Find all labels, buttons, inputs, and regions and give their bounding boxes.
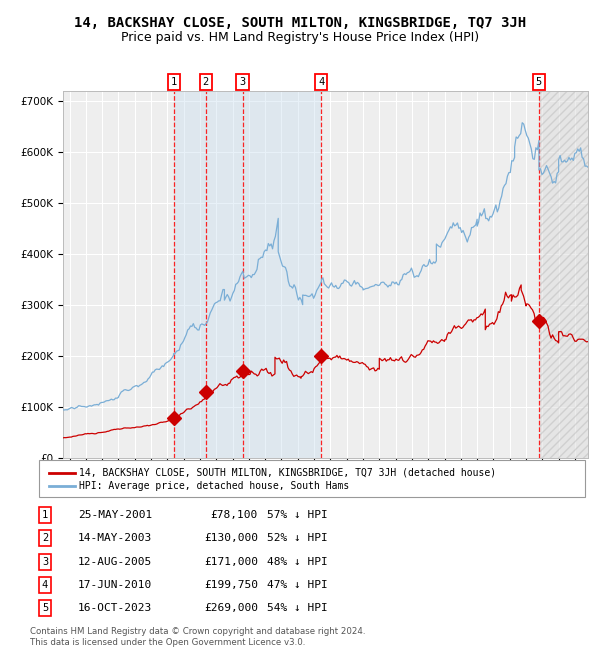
Text: £199,750: £199,750 xyxy=(204,580,258,590)
Bar xyxy=(173,91,322,458)
Text: 52% ↓ HPI: 52% ↓ HPI xyxy=(267,533,328,543)
Text: 3: 3 xyxy=(239,77,245,87)
Text: 25-MAY-2001: 25-MAY-2001 xyxy=(78,510,152,520)
Text: 1: 1 xyxy=(170,77,176,87)
Text: £78,100: £78,100 xyxy=(211,510,258,520)
Text: 14-MAY-2003: 14-MAY-2003 xyxy=(78,533,152,543)
Text: 2: 2 xyxy=(42,533,48,543)
Text: 48% ↓ HPI: 48% ↓ HPI xyxy=(267,556,328,567)
Text: 17-JUN-2010: 17-JUN-2010 xyxy=(78,580,152,590)
Text: 2: 2 xyxy=(203,77,209,87)
Text: 54% ↓ HPI: 54% ↓ HPI xyxy=(267,603,328,614)
Text: £269,000: £269,000 xyxy=(204,603,258,614)
Text: HPI: Average price, detached house, South Hams: HPI: Average price, detached house, Sout… xyxy=(79,480,349,491)
Text: 4: 4 xyxy=(318,77,325,87)
Text: 5: 5 xyxy=(42,603,48,614)
Text: 16-OCT-2023: 16-OCT-2023 xyxy=(78,603,152,614)
Text: 14, BACKSHAY CLOSE, SOUTH MILTON, KINGSBRIDGE, TQ7 3JH (detached house): 14, BACKSHAY CLOSE, SOUTH MILTON, KINGSB… xyxy=(79,467,496,478)
Text: 12-AUG-2005: 12-AUG-2005 xyxy=(78,556,152,567)
Text: 5: 5 xyxy=(536,77,542,87)
Text: 3: 3 xyxy=(42,556,48,567)
Text: 4: 4 xyxy=(42,580,48,590)
Bar xyxy=(539,91,588,458)
Text: 14, BACKSHAY CLOSE, SOUTH MILTON, KINGSBRIDGE, TQ7 3JH: 14, BACKSHAY CLOSE, SOUTH MILTON, KINGSB… xyxy=(74,16,526,31)
Text: 1: 1 xyxy=(42,510,48,520)
Text: 47% ↓ HPI: 47% ↓ HPI xyxy=(267,580,328,590)
Text: £130,000: £130,000 xyxy=(204,533,258,543)
Text: £171,000: £171,000 xyxy=(204,556,258,567)
Text: 57% ↓ HPI: 57% ↓ HPI xyxy=(267,510,328,520)
Text: Contains HM Land Registry data © Crown copyright and database right 2024.
This d: Contains HM Land Registry data © Crown c… xyxy=(30,627,365,647)
Text: Price paid vs. HM Land Registry's House Price Index (HPI): Price paid vs. HM Land Registry's House … xyxy=(121,31,479,44)
